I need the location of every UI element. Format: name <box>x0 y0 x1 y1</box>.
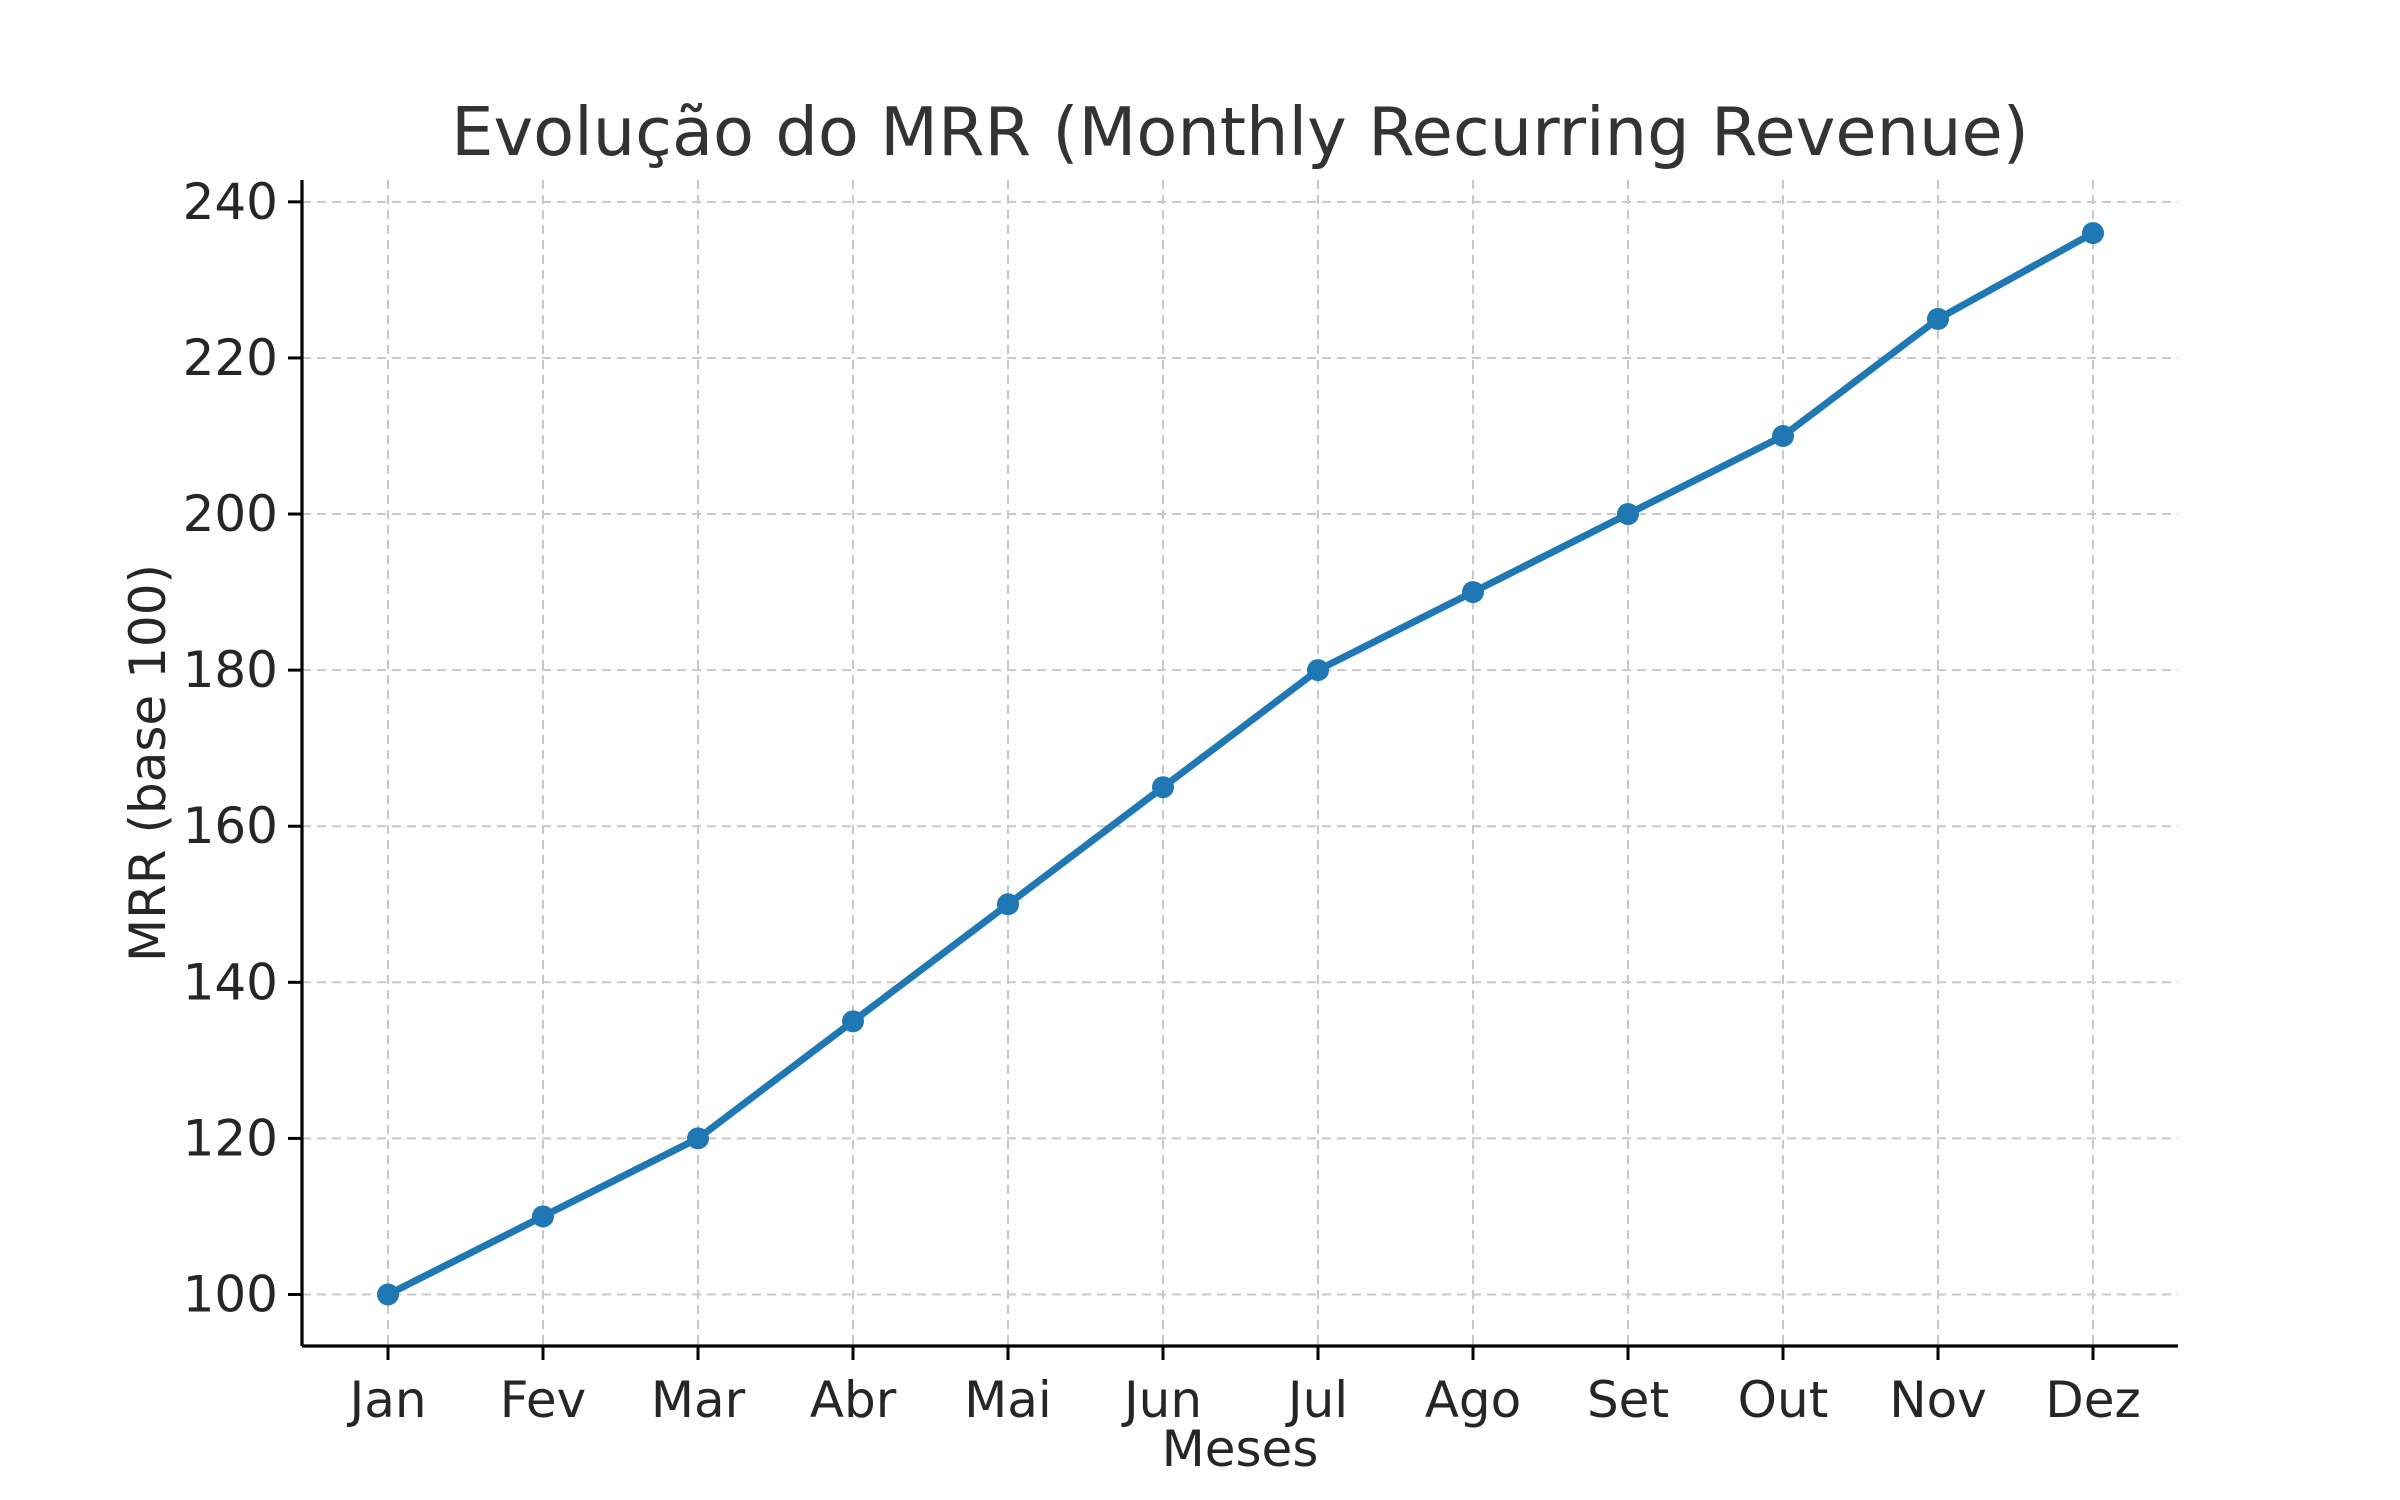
y-tick-label: 220 <box>183 329 278 387</box>
y-tick-label: 200 <box>183 485 278 543</box>
y-tick-label: 100 <box>183 1265 278 1323</box>
y-tick-label: 240 <box>183 173 278 231</box>
data-point-mai <box>997 893 1019 916</box>
x-tick-label: Fev <box>500 1371 586 1429</box>
x-tick-label: Mar <box>651 1371 746 1429</box>
data-point-fev <box>532 1205 554 1228</box>
y-axis-title: MRR (base 100) <box>119 564 177 962</box>
data-point-dez <box>2082 222 2104 245</box>
data-point-jun <box>1152 776 1174 799</box>
y-tick-label: 180 <box>183 641 278 699</box>
x-tick-label: Set <box>1587 1371 1669 1429</box>
y-tick-label: 120 <box>183 1109 278 1167</box>
series-layer <box>377 222 2104 1306</box>
x-tick-label: Jul <box>1285 1371 1348 1429</box>
data-point-abr <box>842 1010 864 1033</box>
data-point-nov <box>1927 307 1949 330</box>
data-point-out <box>1772 424 1794 447</box>
axes <box>300 180 2178 1348</box>
data-point-jan <box>377 1283 399 1306</box>
data-point-ago <box>1462 581 1484 604</box>
x-axis-ticks: Jan Fev Mar Abr Mai Jun Jul Ago Set Out Nov Dez <box>346 1346 2141 1429</box>
chart-title: Evolução do MRR (Monthly Recurring Reven… <box>451 93 2029 171</box>
x-tick-label: Ago <box>1425 1371 1522 1429</box>
data-point-jul <box>1307 659 1329 682</box>
x-tick-label: Nov <box>1889 1371 1987 1429</box>
x-tick-label: Jun <box>1121 1371 1202 1429</box>
y-tick-label: 140 <box>183 953 278 1011</box>
y-axis-ticks: 100 120 140 160 180 200 220 240 <box>183 173 302 1323</box>
data-point-set <box>1617 503 1639 526</box>
x-tick-label: Jan <box>346 1371 426 1429</box>
x-tick-label: Out <box>1738 1371 1829 1429</box>
x-axis-title: Meses <box>1162 1420 1319 1478</box>
x-tick-label: Dez <box>2045 1371 2141 1429</box>
grid-lines <box>302 180 2178 1346</box>
y-tick-label: 160 <box>183 797 278 855</box>
series-line <box>384 229 2097 1298</box>
data-point-mar <box>687 1127 709 1150</box>
x-tick-label: Abr <box>810 1371 897 1429</box>
x-tick-label: Mai <box>964 1371 1052 1429</box>
